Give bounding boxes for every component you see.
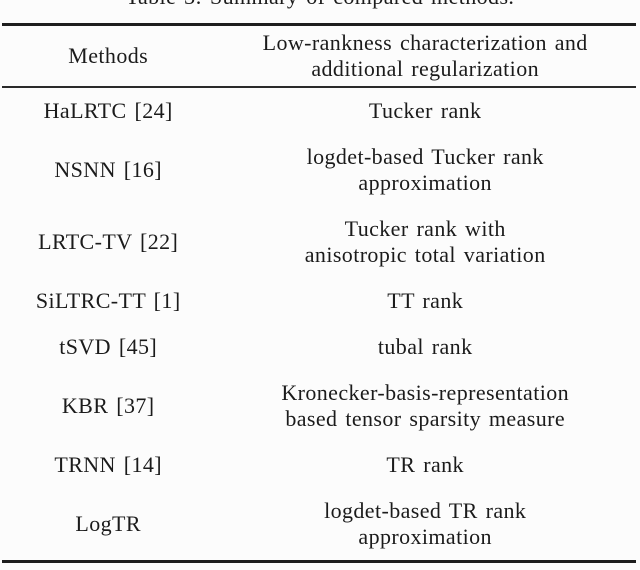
table-row: LogTR logdet-based TR rank approximation	[2, 488, 636, 562]
method-cell: LRTC-TV [22]	[38, 229, 179, 254]
header-row: Methods Low-rankness characterization an…	[2, 24, 636, 88]
table-row: NSNN [16] logdet-based Tucker rank appro…	[2, 134, 636, 206]
table-caption-text: Table 3: Summary of compared methods.	[0, 0, 640, 9]
table-header: Methods Low-rankness characterization an…	[2, 24, 636, 88]
method-cell: KBR [37]	[61, 393, 155, 418]
characterization-cell: Kronecker-basis-representation based ten…	[281, 380, 570, 431]
table-row: HaLRTC [24] Tucker rank	[2, 87, 636, 134]
method-cell: LogTR	[75, 511, 141, 536]
table-row: LRTC-TV [22] Tucker rank with anisotropi…	[2, 206, 636, 278]
method-cell: NSNN [16]	[54, 157, 163, 182]
characterization-cell: tubal rank	[377, 334, 473, 359]
method-cell: SiLTRC-TT [1]	[35, 288, 181, 313]
characterization-cell: TT rank	[387, 288, 464, 313]
characterization-cell: TR rank	[386, 452, 464, 477]
characterization-cell: Tucker rank	[368, 98, 482, 123]
table-caption-clipped: Table 3: Summary of compared methods.	[0, 0, 640, 10]
table-row: KBR [37] Kronecker-basis-representation …	[2, 370, 636, 442]
method-cell: tSVD [45]	[59, 334, 158, 359]
table-row: TRNN [14] TR rank	[2, 442, 636, 488]
method-cell: TRNN [14]	[54, 452, 162, 477]
compared-methods-table: Methods Low-rankness characterization an…	[2, 23, 636, 563]
table-row: tSVD [45] tubal rank	[2, 324, 636, 370]
col-header-methods: Methods	[2, 24, 215, 88]
method-cell: HaLRTC [24]	[43, 98, 173, 123]
col-header-characterization: Low-rankness characterization and additi…	[214, 24, 636, 88]
characterization-cell: Tucker rank with anisotropic total varia…	[304, 216, 546, 267]
table-body: HaLRTC [24] Tucker rank NSNN [16] logdet…	[2, 87, 636, 562]
table-row: SiLTRC-TT [1] TT rank	[2, 278, 636, 324]
characterization-cell: logdet-based TR rank approximation	[324, 498, 527, 549]
characterization-cell: logdet-based Tucker rank approximation	[306, 144, 544, 195]
